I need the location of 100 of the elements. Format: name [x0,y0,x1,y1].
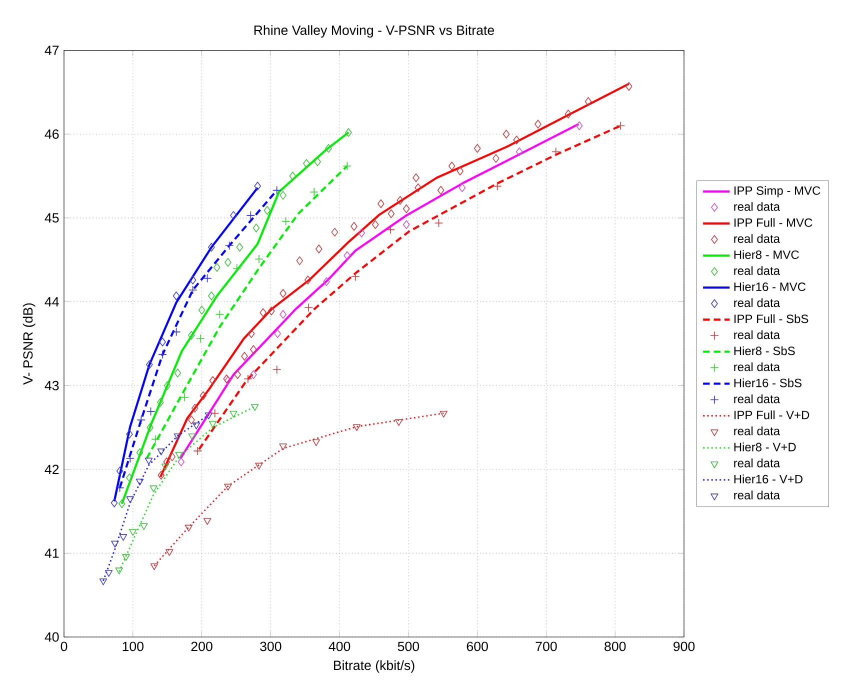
point [224,484,232,491]
point [312,439,320,446]
point [625,82,632,91]
point [180,392,189,402]
point [140,523,148,530]
point [175,452,183,459]
point [502,130,510,139]
point [272,365,282,374]
point [178,457,185,466]
point [516,147,523,156]
point [230,211,237,220]
y-tick-label: 42 [44,464,59,474]
point [388,209,395,218]
point [372,220,379,230]
point [345,128,352,137]
legend-label: Hier16 - V+D [734,474,802,484]
point [437,186,444,195]
legend-label: IPP Full - SbS [734,314,808,324]
legend-label: Hier8 - SbS [734,346,795,356]
point [172,328,181,336]
point [412,173,420,182]
legend-label: IPP Full - MVC [734,218,812,227]
point [352,424,361,432]
point [377,199,384,208]
x-tick-label: 700 [536,642,557,652]
legend-label: real data [734,490,780,500]
point [215,310,224,319]
point [303,159,310,168]
x-tick-label: 200 [191,642,212,652]
point [564,110,572,118]
legend-label: real data [734,202,780,211]
point [159,338,166,346]
point [150,563,158,570]
point [244,374,252,384]
point [110,498,118,508]
point [99,578,108,586]
point [150,485,158,492]
x-tick-label: 600 [466,642,488,652]
legend-label: real data [734,266,780,276]
y-tick-label: 44 [44,297,59,306]
x-tick-label: 800 [604,642,626,652]
point [115,483,124,492]
point [492,182,502,190]
point [122,554,130,561]
point [304,276,312,284]
y-axis-title: V- PSNR (dB) [22,303,36,385]
x-tick-label: 400 [328,642,350,652]
point [174,433,182,440]
point [116,466,124,476]
point [208,291,215,300]
point [331,228,338,237]
point [279,444,287,450]
point [250,345,257,354]
point [146,407,156,416]
point [204,412,213,420]
point [157,448,165,456]
point [440,410,448,418]
point [146,360,153,370]
point [172,291,180,300]
point [250,370,257,380]
point [168,452,176,462]
point [576,121,583,130]
x-tick-label: 900 [674,642,695,652]
point [203,518,212,525]
point [280,310,286,319]
point [193,446,202,456]
point [448,162,456,170]
point [351,272,360,282]
point [161,464,170,470]
x-tick-label: 100 [122,642,144,652]
point [174,368,182,378]
point [126,454,135,463]
point [151,434,160,444]
point [394,419,403,426]
y-tick-label: 45 [44,213,59,223]
point [272,186,282,195]
point [115,568,123,574]
point [250,404,259,411]
point [200,391,207,400]
legend-label: real data [734,458,780,468]
point [210,408,220,418]
y-tick-label: 41 [44,548,59,558]
point [236,242,244,252]
point [166,549,174,556]
point [224,241,234,250]
point [396,196,404,205]
point [350,222,358,231]
point [129,529,137,536]
point [230,410,238,418]
point [314,157,321,166]
legend-label: real data [734,330,780,340]
point [246,211,256,220]
legend-label: real data [734,234,780,243]
point [144,458,153,465]
point [146,423,154,432]
point [241,352,248,361]
legend-label: IPP Simp - MVC [734,186,820,198]
point [202,274,212,283]
point [104,570,113,577]
point [208,420,217,428]
